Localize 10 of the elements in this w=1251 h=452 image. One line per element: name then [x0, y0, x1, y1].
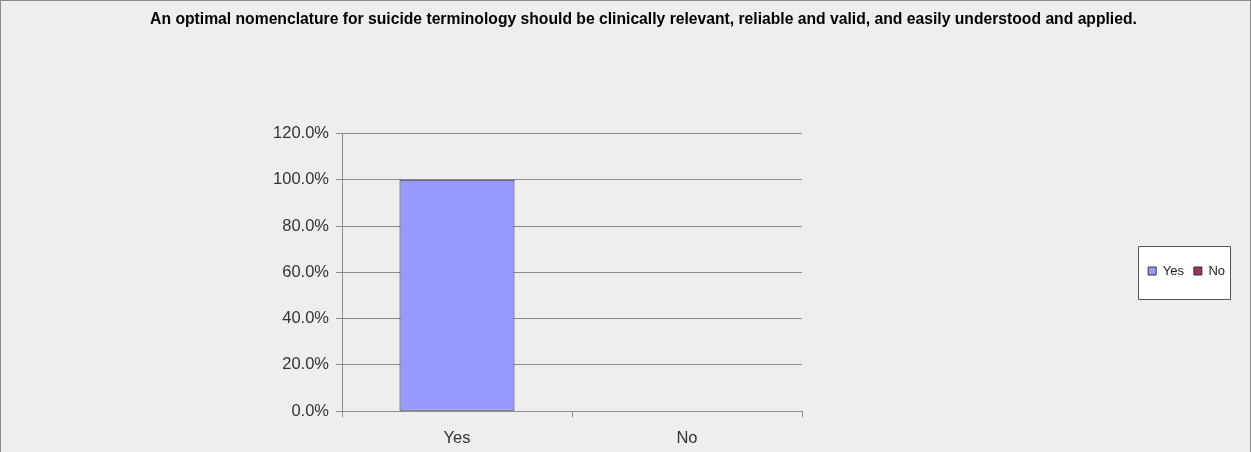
- y-tick-label: 100.0%: [273, 169, 330, 188]
- y-tick-label: 60.0%: [282, 261, 330, 280]
- y-tick-label: 20.0%: [282, 354, 330, 373]
- y-tick-label: 0.0%: [291, 400, 330, 419]
- chart-title: An optimal nomenclature for suicide terminology should be clinically relevant, reliable and valid, and easily understood and applied.: [150, 10, 1137, 28]
- legend-label: Yes: [1162, 262, 1185, 278]
- legend-label: No: [1208, 262, 1226, 278]
- y-tick-label: 40.0%: [282, 308, 330, 327]
- y-tick-label: 120.0%: [273, 122, 330, 141]
- y-tick-label: 80.0%: [282, 215, 330, 234]
